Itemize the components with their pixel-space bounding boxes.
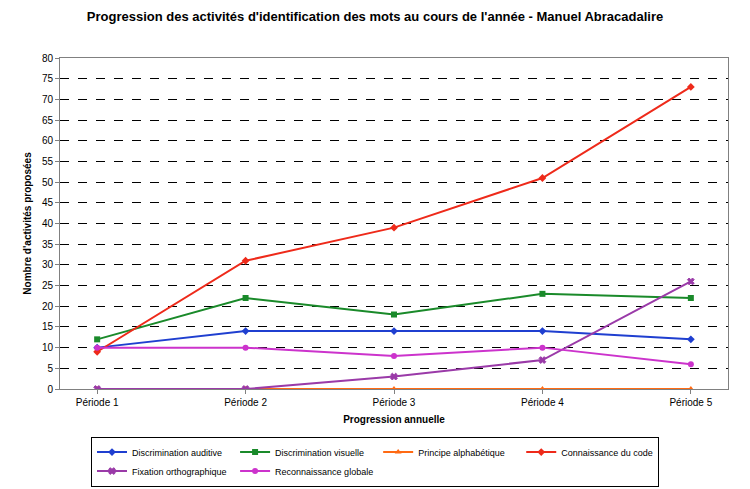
svg-text:60: 60 <box>42 135 54 146</box>
svg-text:55: 55 <box>42 156 54 167</box>
svg-text:70: 70 <box>42 94 54 105</box>
svg-text:Discrimination auditive: Discrimination auditive <box>132 448 222 458</box>
svg-text:5: 5 <box>47 363 53 374</box>
svg-text:50: 50 <box>42 177 54 188</box>
svg-text:80: 80 <box>42 53 54 64</box>
svg-text:Reconnaissance globale: Reconnaissance globale <box>275 467 373 477</box>
svg-text:15: 15 <box>42 321 54 332</box>
svg-text:65: 65 <box>42 115 54 126</box>
svg-text:Nombre d'activités proposées: Nombre d'activités proposées <box>22 152 33 295</box>
svg-text:Progression des activités d'id: Progression des activités d'identificati… <box>87 9 663 24</box>
svg-text:30: 30 <box>42 259 54 270</box>
svg-text:Principe alphabétique: Principe alphabétique <box>418 448 505 458</box>
svg-text:40: 40 <box>42 218 54 229</box>
svg-text:45: 45 <box>42 197 54 208</box>
svg-text:Période 4: Période 4 <box>521 397 564 408</box>
svg-text:Période 5: Période 5 <box>669 397 712 408</box>
svg-text:0: 0 <box>47 384 53 395</box>
svg-text:Discrimination visuelle: Discrimination visuelle <box>275 448 364 458</box>
svg-text:Période 3: Période 3 <box>373 397 416 408</box>
svg-text:10: 10 <box>42 342 54 353</box>
svg-text:Connaissance du code: Connaissance du code <box>561 448 653 458</box>
svg-text:Progression annuelle: Progression annuelle <box>343 414 445 425</box>
svg-text:Fixation orthographique: Fixation orthographique <box>132 467 227 477</box>
svg-text:25: 25 <box>42 280 54 291</box>
svg-text:75: 75 <box>42 73 54 84</box>
svg-text:Période 1: Période 1 <box>76 397 119 408</box>
svg-text:35: 35 <box>42 239 54 250</box>
svg-text:Période 2: Période 2 <box>224 397 267 408</box>
svg-text:20: 20 <box>42 301 54 312</box>
